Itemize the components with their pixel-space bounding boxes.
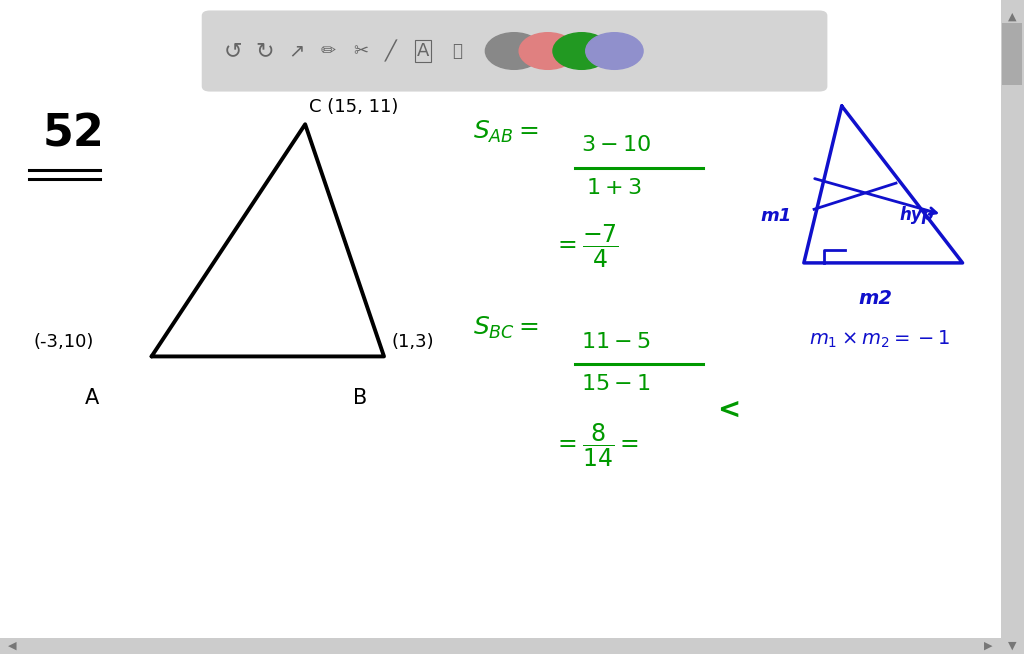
Text: ↺: ↺ bbox=[224, 41, 243, 61]
FancyBboxPatch shape bbox=[202, 10, 827, 92]
Bar bbox=[1002, 23, 1022, 85]
Text: ↗: ↗ bbox=[288, 41, 304, 61]
Circle shape bbox=[553, 33, 610, 69]
Text: (-3,10): (-3,10) bbox=[34, 333, 93, 351]
Text: $11-5$: $11-5$ bbox=[581, 332, 650, 352]
Text: $=\dfrac{8}{14}=$: $=\dfrac{8}{14}=$ bbox=[553, 422, 639, 469]
Text: $=\dfrac{-7}{4}$: $=\dfrac{-7}{4}$ bbox=[553, 222, 618, 269]
Bar bbox=[1001, 0, 1024, 654]
Text: m2: m2 bbox=[858, 289, 893, 308]
Text: 🖼: 🖼 bbox=[452, 42, 462, 60]
Bar bbox=[0, 638, 1001, 654]
Text: $1+3$: $1+3$ bbox=[586, 178, 642, 198]
Text: $S_{AB}=$: $S_{AB}=$ bbox=[473, 119, 539, 145]
Text: $S_{BC}=$: $S_{BC}=$ bbox=[473, 315, 539, 341]
Circle shape bbox=[485, 33, 543, 69]
Text: $3-10$: $3-10$ bbox=[581, 135, 651, 156]
Text: m1: m1 bbox=[760, 207, 792, 225]
Text: ↻: ↻ bbox=[255, 41, 273, 61]
Text: ╱: ╱ bbox=[385, 40, 397, 62]
Text: <: < bbox=[717, 396, 740, 424]
Text: ✏: ✏ bbox=[321, 42, 335, 60]
Text: ▶: ▶ bbox=[984, 640, 992, 651]
Text: 52: 52 bbox=[43, 112, 104, 156]
Text: B: B bbox=[353, 388, 368, 408]
Text: A: A bbox=[417, 42, 429, 60]
Circle shape bbox=[586, 33, 643, 69]
Text: ◀: ◀ bbox=[8, 640, 16, 651]
Text: C (15, 11): C (15, 11) bbox=[309, 98, 398, 116]
Text: ▲: ▲ bbox=[1008, 11, 1017, 22]
Text: (1,3): (1,3) bbox=[391, 333, 434, 351]
Text: ▼: ▼ bbox=[1008, 640, 1017, 651]
Text: ✂: ✂ bbox=[353, 42, 368, 60]
Text: $m_1 \times m_2 = -1$: $m_1 \times m_2 = -1$ bbox=[809, 329, 950, 351]
Text: A: A bbox=[85, 388, 99, 408]
Text: $15-1$: $15-1$ bbox=[581, 374, 650, 394]
Text: hyp: hyp bbox=[899, 205, 934, 224]
Circle shape bbox=[519, 33, 577, 69]
